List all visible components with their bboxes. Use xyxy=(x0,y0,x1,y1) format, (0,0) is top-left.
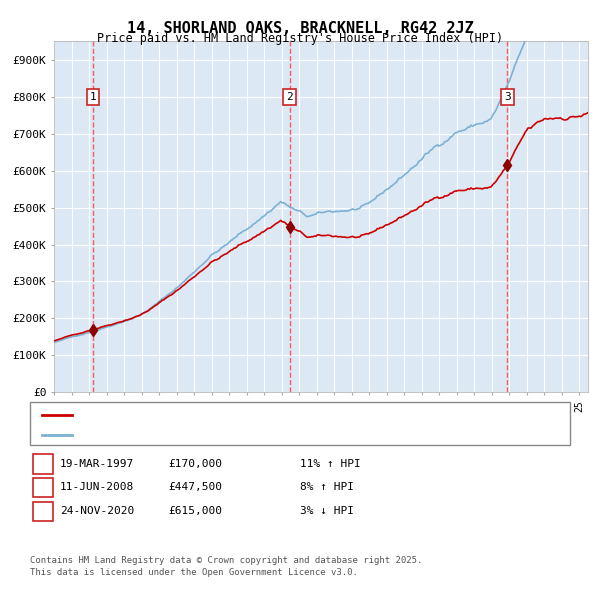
Text: 1: 1 xyxy=(89,91,96,101)
Text: 2: 2 xyxy=(286,91,293,101)
Text: HPI: Average price, detached house, Bracknell Forest: HPI: Average price, detached house, Brac… xyxy=(75,430,400,440)
Text: 8% ↑ HPI: 8% ↑ HPI xyxy=(300,483,354,492)
Text: Price paid vs. HM Land Registry's House Price Index (HPI): Price paid vs. HM Land Registry's House … xyxy=(97,32,503,45)
Text: 24-NOV-2020: 24-NOV-2020 xyxy=(60,506,134,516)
Text: Contains HM Land Registry data © Crown copyright and database right 2025.: Contains HM Land Registry data © Crown c… xyxy=(30,556,422,565)
Text: 14, SHORLAND OAKS, BRACKNELL, RG42 2JZ: 14, SHORLAND OAKS, BRACKNELL, RG42 2JZ xyxy=(127,21,473,35)
Text: £447,500: £447,500 xyxy=(168,483,222,492)
Text: 11-JUN-2008: 11-JUN-2008 xyxy=(60,483,134,492)
Text: £615,000: £615,000 xyxy=(168,506,222,516)
Text: 3: 3 xyxy=(504,91,511,101)
Text: 1: 1 xyxy=(40,459,46,468)
Text: 11% ↑ HPI: 11% ↑ HPI xyxy=(300,459,361,468)
Text: 14, SHORLAND OAKS, BRACKNELL, RG42 2JZ (detached house): 14, SHORLAND OAKS, BRACKNELL, RG42 2JZ (… xyxy=(75,410,419,419)
Text: £170,000: £170,000 xyxy=(168,459,222,468)
Text: 2: 2 xyxy=(40,483,46,492)
Text: This data is licensed under the Open Government Licence v3.0.: This data is licensed under the Open Gov… xyxy=(30,568,358,576)
Text: 3: 3 xyxy=(40,506,46,516)
Text: 3% ↓ HPI: 3% ↓ HPI xyxy=(300,506,354,516)
Text: 19-MAR-1997: 19-MAR-1997 xyxy=(60,459,134,468)
